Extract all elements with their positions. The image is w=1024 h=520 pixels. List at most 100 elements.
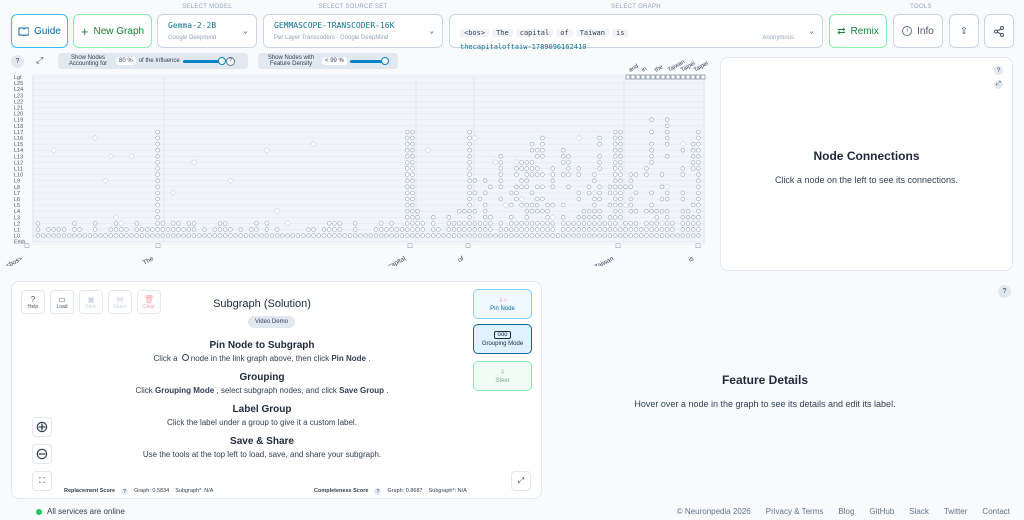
node	[467, 209, 472, 214]
node	[597, 221, 602, 226]
help[interactable]: ?	[374, 488, 382, 495]
node	[155, 147, 160, 153]
text-part: Use the tools at the top left to load, s…	[142, 450, 382, 459]
node	[488, 221, 493, 226]
graph-help[interactable]: ?	[11, 55, 24, 68]
new-graph-button[interactable]: + New Graph	[73, 14, 152, 48]
copyright: © Neuronpedia 2026	[676, 507, 751, 516]
node	[509, 233, 514, 238]
expand[interactable]: ⤢	[511, 471, 531, 491]
node	[696, 166, 701, 171]
node	[696, 129, 701, 135]
pin-node-button[interactable]: ⇩○ Pin Node	[473, 289, 532, 319]
footer-link[interactable]: Privacy & Terms	[765, 507, 824, 516]
footer-link[interactable]: GitHub	[869, 507, 895, 516]
node	[405, 129, 410, 135]
subgraph-tools: ? Help ▭ Load ▣ Save ⋈ Share 🗑 Clear	[21, 290, 161, 314]
error-node	[50, 146, 57, 154]
error-node	[471, 134, 479, 142]
tool-button[interactable]: ⋈ Share	[108, 290, 132, 314]
footer-link[interactable]: Contact	[982, 507, 1010, 516]
node	[628, 172, 633, 177]
model-org: Google Deepmind	[168, 35, 217, 41]
node	[337, 233, 342, 238]
source-select[interactable]: GEMMASCOPE-TRANSCODER-16K Per Layer Trans…	[263, 14, 443, 48]
node	[410, 129, 415, 135]
node	[592, 209, 597, 214]
node	[405, 135, 410, 141]
logit-node	[635, 74, 641, 80]
error-node	[575, 134, 583, 142]
share-button[interactable]	[984, 14, 1014, 48]
density-input[interactable]: < 99 %	[322, 57, 347, 65]
influence-input[interactable]: 80 %	[116, 57, 136, 65]
tool-button[interactable]: ? Help	[21, 290, 45, 314]
footer-link[interactable]: Twitter	[943, 507, 968, 516]
node	[56, 233, 61, 238]
zoom-out[interactable]: ⊖	[32, 444, 52, 464]
node	[72, 221, 77, 226]
node	[155, 215, 160, 220]
node	[612, 166, 618, 171]
help[interactable]: ?	[994, 66, 1003, 75]
error-node	[424, 146, 432, 154]
node	[597, 184, 602, 190]
node	[612, 190, 618, 196]
graph-label: SELECT GRAPH	[611, 4, 661, 10]
zoom-in[interactable]: ⊕	[32, 417, 52, 437]
fit[interactable]: ⛶	[32, 471, 52, 491]
node	[519, 202, 524, 208]
node	[618, 141, 623, 147]
node	[92, 233, 98, 238]
video-button[interactable]: Video Demo	[248, 316, 295, 328]
node	[446, 227, 451, 232]
token-label: Taiwan	[594, 255, 615, 266]
node	[514, 190, 519, 196]
error-node	[658, 220, 666, 227]
node	[680, 166, 685, 171]
details-help[interactable]: ?	[998, 285, 1011, 298]
node	[540, 227, 545, 232]
node	[316, 233, 321, 238]
upload-button[interactable]: ⇪	[949, 14, 979, 48]
layer-label: L21	[14, 106, 23, 112]
label: Grouping Mode	[481, 341, 524, 347]
tool-button[interactable]: ▣ Save	[79, 290, 103, 314]
node	[628, 178, 633, 183]
model-select[interactable]: Gemma-2-2B Google Deepmind ⌄	[157, 14, 257, 48]
info-button[interactable]: i Info	[893, 14, 943, 48]
node	[540, 184, 545, 190]
node	[638, 227, 644, 232]
remix-button[interactable]: ⇄ Remix	[829, 14, 887, 48]
node	[514, 184, 519, 190]
node	[534, 196, 540, 202]
expand-icon[interactable]: ⤢	[36, 55, 44, 65]
node	[519, 184, 524, 190]
steer-button[interactable]: ⇩ Steer	[473, 361, 532, 391]
label: Completeness Score	[314, 488, 369, 494]
pin-icon: ⇩○	[498, 297, 507, 304]
expand[interactable]: ⤢	[994, 80, 1003, 89]
node	[394, 233, 399, 238]
section-title: Save & Share	[230, 436, 294, 447]
error-node	[107, 153, 115, 160]
node	[249, 227, 254, 232]
footer-link[interactable]: Slack	[909, 507, 929, 516]
label: Steer	[495, 377, 510, 384]
help[interactable]: ?	[121, 488, 129, 495]
guide-button[interactable]: Guide	[11, 14, 68, 48]
node	[498, 196, 503, 202]
node	[410, 190, 415, 196]
footer-link[interactable]: Blog	[838, 507, 855, 516]
grouping-button[interactable]: ooo Grouping Mode	[473, 324, 532, 354]
graph-select[interactable]: <bos> The capital of Taiwan is thecapitaloftai…	[449, 14, 823, 51]
tool-button[interactable]: 🗑 Clear	[137, 290, 161, 314]
slider[interactable]	[182, 56, 226, 65]
node	[612, 154, 618, 159]
node	[467, 196, 472, 202]
help[interactable]: ?	[225, 56, 235, 66]
section: Label Group Click the label under a group…	[122, 404, 402, 427]
slider[interactable]	[349, 56, 389, 65]
node	[436, 227, 441, 232]
tool-button[interactable]: ▭ Load	[50, 290, 74, 314]
